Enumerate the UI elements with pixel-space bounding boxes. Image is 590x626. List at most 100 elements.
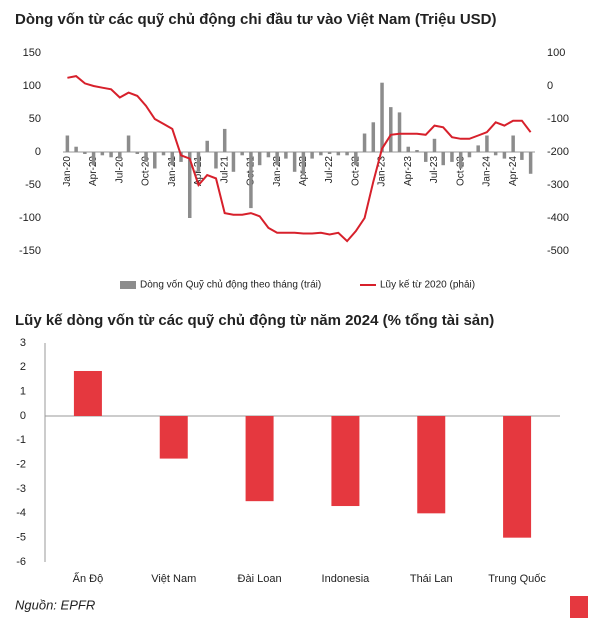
y2-tick-label: 100 — [547, 47, 565, 59]
bar — [135, 152, 140, 154]
bar — [245, 416, 274, 502]
y-tick-label: 100 — [23, 80, 41, 92]
y2-tick-label: -400 — [547, 212, 569, 224]
chart-title: Lũy kế dòng vốn từ các quỹ chủ động từ n… — [15, 312, 494, 329]
bar — [417, 416, 446, 514]
bar — [284, 152, 288, 159]
bar — [170, 152, 175, 166]
bar — [503, 416, 532, 538]
y2-tick-label: -300 — [547, 179, 569, 191]
y-tick-label: -4 — [16, 507, 26, 519]
y-tick-label: -5 — [16, 532, 26, 544]
bar — [249, 152, 253, 209]
x-tick-label: Oct-23 — [455, 156, 466, 186]
bar — [187, 152, 192, 218]
bar — [511, 135, 515, 152]
bar — [493, 152, 498, 156]
y-tick-label: 0 — [20, 410, 26, 422]
y2-tick-label: 0 — [547, 80, 553, 92]
logo-mark — [570, 596, 588, 618]
bar — [301, 152, 306, 176]
y-tick-label: 1 — [20, 386, 26, 398]
bar — [161, 152, 166, 156]
bar — [362, 133, 367, 152]
bar — [91, 152, 96, 166]
bar — [109, 152, 113, 158]
bar — [292, 152, 297, 172]
x-tick-label: Việt Nam — [151, 573, 196, 585]
x-tick-label: Jul-23 — [429, 156, 440, 184]
bar — [485, 135, 489, 152]
line — [67, 75, 532, 243]
x-tick-label: Indonesia — [322, 573, 371, 585]
source: Nguồn: EPFR — [15, 597, 95, 612]
legend-swatch — [120, 281, 136, 289]
x-tick-label: Jul-20 — [114, 156, 125, 184]
bar — [476, 145, 480, 152]
x-tick-label: Oct-20 — [141, 156, 152, 186]
bar — [467, 152, 472, 158]
x-tick-label: Jan-21 — [167, 156, 178, 187]
bar — [222, 128, 227, 152]
bar — [354, 152, 358, 166]
bar — [126, 135, 131, 152]
bar — [74, 146, 78, 152]
bar — [319, 152, 323, 156]
bar — [441, 152, 445, 166]
bar — [423, 152, 428, 162]
bar — [520, 152, 524, 160]
bar — [144, 152, 148, 162]
bar — [196, 152, 201, 172]
bar — [310, 152, 314, 159]
x-tick-label: Jul-21 — [219, 156, 230, 184]
y2-tick-label: -100 — [547, 113, 569, 125]
x-tick-label: Jan-20 — [62, 156, 73, 187]
bar — [331, 416, 360, 507]
bar — [458, 152, 463, 169]
bar — [327, 152, 332, 154]
bar — [432, 138, 437, 152]
bar — [336, 152, 341, 156]
x-tick-label: Ấn Độ — [73, 572, 104, 585]
bar — [159, 416, 188, 459]
y-tick-label: 50 — [29, 113, 41, 125]
x-tick-label: Jan-23 — [377, 156, 388, 187]
bar — [275, 152, 279, 166]
x-tick-label: Jan-22 — [272, 156, 283, 187]
x-tick-label: Trung Quốc — [488, 573, 546, 585]
y2-tick-label: -200 — [547, 146, 569, 158]
bar — [73, 370, 102, 416]
y-tick-label: 150 — [23, 47, 41, 59]
bar — [118, 152, 122, 159]
bar — [65, 135, 70, 152]
bar — [240, 152, 244, 156]
y-tick-label: -50 — [25, 179, 41, 191]
legend-label: Lũy kế từ 2020 (phải) — [380, 279, 475, 291]
bar — [231, 152, 236, 172]
y-tick-label: -100 — [19, 212, 41, 224]
bar — [380, 82, 384, 152]
y-tick-label: -2 — [16, 459, 26, 471]
x-tick-label: Jul-22 — [324, 156, 335, 184]
y-tick-label: 3 — [20, 337, 26, 349]
chart-title: Dòng vốn từ các quỹ chủ động chi đầu tư … — [15, 11, 497, 28]
bar — [389, 107, 393, 152]
bar — [153, 152, 157, 169]
bar — [397, 112, 402, 152]
x-tick-label: Apr-23 — [403, 156, 414, 186]
bar — [345, 152, 349, 156]
bar — [528, 152, 533, 174]
x-tick-label: Apr-20 — [88, 156, 99, 186]
x-tick-label: Apr-24 — [508, 156, 519, 186]
x-tick-label: Đài Loan — [238, 573, 282, 585]
bar — [257, 152, 262, 166]
bar — [415, 150, 419, 152]
y-tick-label: -3 — [16, 483, 26, 495]
y-tick-label: -150 — [19, 245, 41, 257]
x-tick-label: Oct-22 — [350, 156, 361, 186]
y-tick-label: -1 — [16, 434, 26, 446]
bar — [205, 140, 209, 152]
bar — [214, 152, 218, 169]
x-tick-label: Jan-24 — [482, 156, 493, 187]
